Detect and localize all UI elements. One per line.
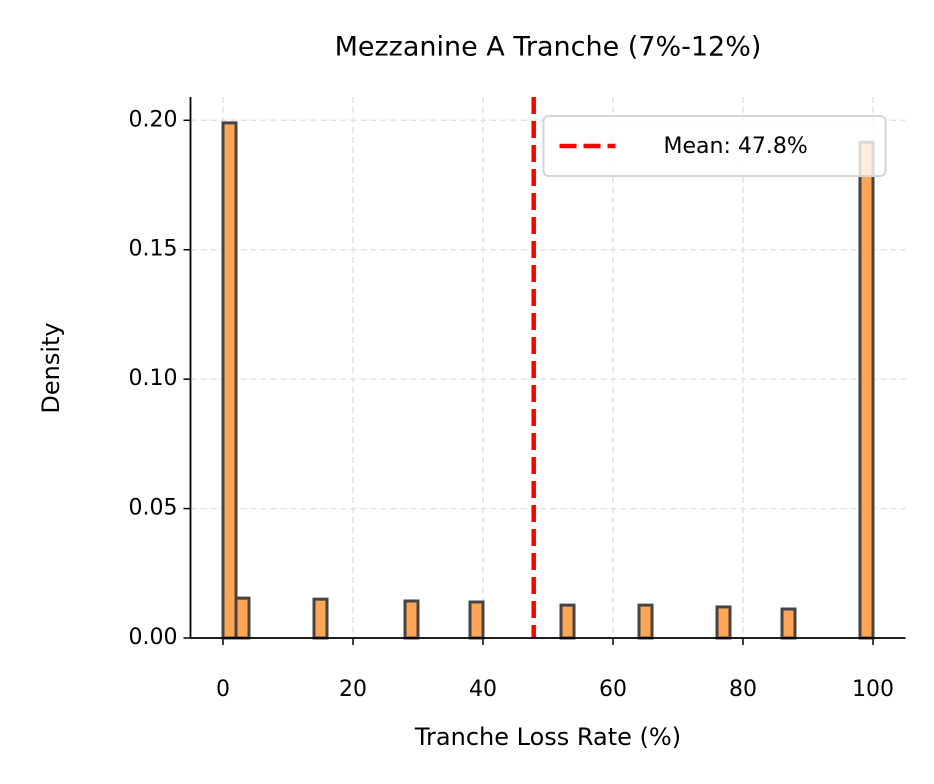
- x-tick-label: 0: [216, 677, 230, 702]
- y-tick-label: 0.10: [129, 366, 178, 391]
- x-axis-label: Tranche Loss Rate (%): [414, 723, 681, 751]
- x-tick-label: 100: [852, 677, 894, 702]
- bar: [468, 600, 485, 640]
- x-tick-label: 80: [729, 677, 757, 702]
- bar: [403, 599, 420, 640]
- y-tick-label: 0.05: [129, 496, 178, 521]
- y-tick-label: 0.20: [129, 107, 178, 132]
- bar: [780, 607, 797, 640]
- chart-title: Mezzanine A Tranche (7%-12%): [335, 32, 762, 63]
- legend-box: [542, 115, 887, 177]
- bar: [715, 605, 732, 640]
- x-tick-label: 40: [469, 677, 497, 702]
- bar: [559, 603, 576, 640]
- y-tick-label: 0.00: [129, 625, 178, 650]
- y-tick-label: 0.15: [129, 237, 178, 262]
- bar: [858, 140, 875, 640]
- bar: [234, 596, 251, 640]
- bar: [637, 603, 654, 640]
- y-axis-label: Density: [37, 322, 65, 413]
- legend-label: Mean: 47.8%: [664, 134, 808, 159]
- bar: [221, 121, 238, 640]
- x-tick-label: 60: [599, 677, 627, 702]
- x-tick-label: 20: [339, 677, 367, 702]
- bar: [312, 597, 329, 640]
